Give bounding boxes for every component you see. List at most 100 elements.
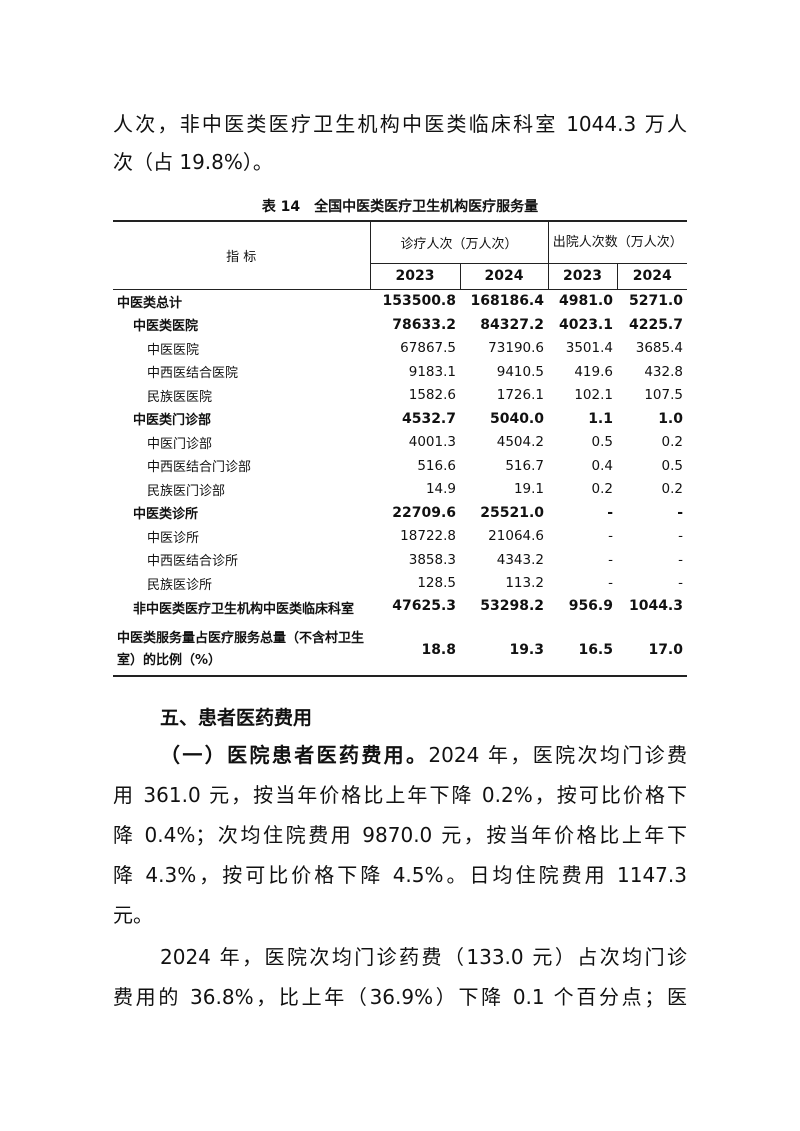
row-label: 中医类总计	[117, 295, 183, 311]
cell-value: 1044.3	[628, 598, 683, 614]
cell-value: 3501.4	[565, 340, 613, 357]
table-row: 中医类总计 153500.8 168186.4 4981.0 5271.0	[113, 289, 687, 313]
cell-value: -	[678, 551, 683, 568]
para1-line-5: 元。	[113, 903, 153, 927]
para1-lead: （一）医院患者医药费用。	[160, 743, 429, 767]
intro-line-2: 次（占 19.8%）。	[113, 150, 273, 174]
table-row: 中医诊所 18722.8 21064.6 - -	[113, 525, 687, 549]
cell-value: -	[678, 575, 683, 592]
cell-value: 78633.2	[392, 316, 456, 333]
cell-value: 1.0	[658, 410, 683, 427]
header-indicator: 指 标	[113, 220, 371, 290]
cell-value: 107.5	[644, 387, 683, 404]
row-label: 中医医院	[147, 342, 200, 358]
row-label: 民族医医院	[147, 389, 213, 405]
table-caption: 表 14 全国中医类医疗卫生机构医疗服务量	[261, 199, 539, 215]
row-label: 民族医门诊部	[147, 483, 226, 499]
cell-value: 0.2	[591, 481, 613, 498]
header-discharges: 出院人次数（万人次）	[547, 220, 687, 264]
para1-text: 2024 年，医院次均门诊费	[428, 743, 687, 767]
intro-line-1: 人次，非中医类医疗卫生机构中医类临床科室 1044.3 万人	[113, 112, 687, 136]
table-row: 中西医结合医院 9183.1 9410.5 419.6 432.8	[113, 360, 687, 384]
para1-line-4: 降 4.3%，按可比价格下降 4.5%。日均住院费用 1147.3	[113, 863, 687, 887]
cell-value: 516.7	[505, 457, 544, 474]
cell-value: 1726.1	[496, 387, 544, 404]
cell-value: 1582.6	[408, 387, 456, 404]
row-label: 中西医结合医院	[147, 366, 239, 382]
cell-value: 113.2	[505, 575, 544, 592]
header-year: 2023	[547, 262, 618, 290]
service-volume-table: 指 标 诊疗人次（万人次） 出院人次数（万人次） 2023 2024 2023 …	[113, 220, 687, 677]
cell-value: 0.2	[661, 481, 683, 498]
cell-value: 168186.4	[470, 293, 544, 310]
cell-value: -	[608, 551, 613, 568]
row-label: 中西医结合诊所	[147, 554, 239, 570]
cell-value: 0.5	[661, 457, 683, 474]
table-row: 中医类医院 78633.2 84327.2 4023.1 4225.7	[113, 313, 687, 337]
cell-value: -	[608, 575, 613, 592]
cell-value: -	[608, 528, 613, 545]
cell-value: 102.1	[574, 387, 613, 404]
cell-value: 19.3	[460, 624, 548, 677]
header-year: 2024	[459, 262, 549, 290]
row-label: 中医门诊部	[147, 436, 213, 452]
cell-value: 73190.6	[488, 340, 544, 357]
cell-value: 4343.2	[496, 551, 544, 568]
table-row: 中医类诊所 22709.6 25521.0 - -	[113, 501, 687, 525]
cell-value: 21064.6	[488, 528, 544, 545]
cell-value: -	[607, 504, 613, 521]
row-label: 中西医结合门诊部	[147, 460, 252, 476]
cell-value: 9183.1	[408, 363, 456, 380]
cell-value: 19.1	[513, 481, 544, 498]
cell-value: 5040.0	[489, 410, 544, 427]
cell-value: 18722.8	[400, 528, 456, 545]
cell-value: 0.5	[591, 434, 613, 451]
cell-value: 18.8	[370, 624, 460, 677]
cell-value: 4981.0	[558, 293, 613, 310]
table-row: 中医门诊部 4001.3 4504.2 0.5 0.2	[113, 431, 687, 455]
cell-value: -	[678, 528, 683, 545]
cell-value: 153500.8	[382, 293, 456, 310]
table-row: 民族医诊所 128.5 113.2 - -	[113, 572, 687, 596]
cell-value: 9410.5	[496, 363, 544, 380]
cell-value: 0.4	[591, 457, 613, 474]
cell-value: 53298.2	[480, 598, 544, 614]
cell-value: 5271.0	[628, 293, 683, 310]
para1-line-2: 用 361.0 元，按当年价格比上年下降 0.2%，按可比价格下	[113, 783, 687, 807]
cell-value: 4001.3	[408, 434, 456, 451]
table-row: 中医类门诊部 4532.7 5040.0 1.1 1.0	[113, 407, 687, 431]
cell-value: 3858.3	[408, 551, 456, 568]
section-heading: 五、患者医药费用	[160, 707, 313, 729]
header-year: 2023	[369, 262, 461, 290]
cell-value: -	[677, 504, 683, 521]
cell-value: 16.5	[548, 624, 617, 677]
cell-value: 516.6	[417, 457, 456, 474]
table-row: 中西医结合门诊部 516.6 516.7 0.4 0.5	[113, 454, 687, 478]
row-label: 中医类医院	[133, 319, 199, 335]
cell-value: 956.9	[568, 598, 613, 614]
table-row: 中西医结合诊所 3858.3 4343.2 - -	[113, 548, 687, 572]
row-label: 民族医诊所	[147, 577, 213, 593]
cell-value: 84327.2	[480, 316, 544, 333]
cell-value: 67867.5	[400, 340, 456, 357]
row-label: 中医类门诊部	[133, 413, 212, 429]
cell-value: 3685.4	[635, 340, 683, 357]
cell-value: 14.9	[425, 481, 456, 498]
cell-value: 4504.2	[496, 434, 544, 451]
header-year: 2024	[616, 262, 687, 290]
para2-line-1: 2024 年，医院次均门诊药费（133.0 元）占次均门诊	[160, 945, 687, 969]
header-visits: 诊疗人次（万人次）	[369, 220, 549, 264]
cell-value: 0.2	[661, 434, 683, 451]
para1-line-3: 降 0.4%；次均住院费用 9870.0 元，按当年价格比上年下	[113, 823, 687, 847]
row-label: 非中医类医疗卫生机构中医类临床科室	[133, 601, 355, 617]
table-row: 民族医医院 1582.6 1726.1 102.1 107.5	[113, 384, 687, 408]
cell-value: 128.5	[417, 575, 456, 592]
para2-line-2: 费用的 36.8%，比上年（36.9%）下降 0.1 个百分点；医	[113, 985, 687, 1009]
cell-value: 432.8	[644, 363, 683, 380]
row-label: 中医类服务量占医疗服务总量（不含村卫生室）的比例（%）	[113, 624, 370, 677]
cell-value: 17.0	[617, 624, 687, 677]
cell-value: 4225.7	[628, 316, 683, 333]
para1-line-1: （一）医院患者医药费用。2024 年，医院次均门诊费	[160, 741, 687, 769]
cell-value: 419.6	[574, 363, 613, 380]
